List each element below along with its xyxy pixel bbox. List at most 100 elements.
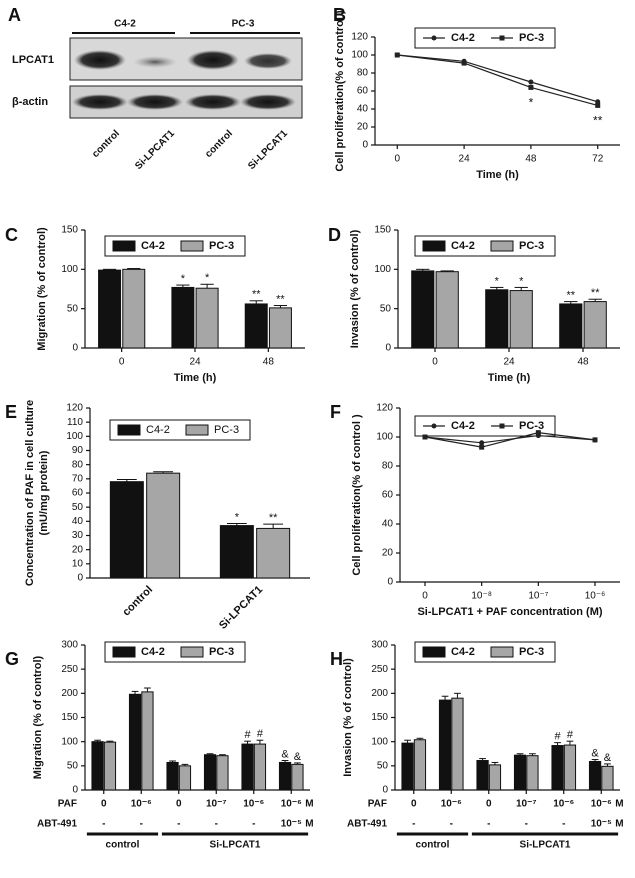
y-tick-label: 0 (382, 785, 388, 796)
unit: M (305, 819, 313, 830)
y-tick-label: 120 (376, 403, 393, 414)
second-row-label: - (450, 819, 453, 830)
bar (601, 765, 614, 791)
bar (103, 741, 117, 791)
panel-letter: C (5, 225, 18, 245)
annotation: * (495, 275, 500, 287)
y-tick-label: 250 (371, 664, 388, 675)
x-axis-title: Si-LPCAT1 + PAF concentration (M) (417, 606, 602, 618)
annotation: & (294, 751, 302, 763)
x-axis-title: Time (h) (488, 372, 531, 384)
bar (171, 286, 195, 349)
x-tick-label: 10⁻⁶ (591, 799, 612, 810)
panel-letter: F (330, 402, 341, 422)
unit: M (305, 799, 313, 810)
legend-label: PC-3 (519, 420, 544, 432)
row-label: PAF (368, 799, 387, 810)
y-axis-title: Concentration of PAF in cell culture (24, 400, 36, 586)
y-tick-label: 250 (61, 664, 78, 675)
y-tick-label: 0 (72, 343, 78, 354)
legend-marker (499, 35, 505, 41)
lane-label: control (203, 128, 235, 160)
annotation: * (519, 275, 524, 287)
y-tick-label: 50 (67, 303, 79, 314)
bar (216, 755, 229, 791)
y-tick-label: 80 (382, 461, 394, 472)
annotation: # (555, 731, 562, 743)
y-tick-label: 20 (357, 122, 369, 133)
panel-letter: H (330, 649, 343, 669)
x-tick-label: 0 (394, 154, 400, 165)
y-axis-title: Invasion (% of control) (342, 658, 354, 777)
bar (526, 755, 539, 791)
annotation: ** (593, 114, 603, 128)
bar (122, 268, 146, 349)
band (187, 50, 239, 70)
group-label: C4-2 (114, 19, 136, 30)
annotation: ** (252, 289, 261, 301)
row-label: PAF (58, 799, 77, 810)
y-tick-label: 100 (61, 264, 78, 275)
bar (195, 287, 219, 349)
y-tick-label: 20 (382, 548, 394, 559)
x-tick-label: 10⁻⁶ (585, 591, 606, 602)
band (72, 94, 128, 110)
y-axis-title: Migration (% of control) (32, 655, 44, 779)
y-tick-label: 40 (382, 519, 394, 530)
bar (411, 270, 435, 349)
second-row-label: - (140, 819, 143, 830)
bar (401, 742, 414, 791)
x-tick-label: 24 (189, 357, 201, 368)
unit: M (615, 819, 623, 830)
annotation: ** (591, 287, 600, 299)
annotation: & (604, 752, 612, 764)
x-tick-label: 0 (422, 591, 428, 602)
x-tick-label: 10⁻⁷ (516, 799, 537, 810)
annotation: & (281, 748, 289, 760)
row-label: ABT-491 (37, 819, 77, 830)
bar (241, 743, 254, 791)
y-tick-label: 0 (385, 343, 391, 354)
legend-label: PC-3 (209, 646, 234, 658)
y-tick-label: 40 (72, 516, 84, 527)
bar (141, 691, 154, 791)
bar (488, 764, 502, 791)
bar (109, 481, 144, 579)
bar (509, 290, 533, 349)
y-tick-label: 100 (371, 736, 388, 747)
x-tick-label: Si-LPCAT1 (217, 584, 265, 632)
legend-label: C4-2 (451, 420, 475, 432)
legend-label: C4-2 (141, 240, 165, 252)
legend-swatch (490, 240, 514, 252)
legend-box (414, 641, 556, 663)
point (479, 444, 485, 450)
unit: M (615, 799, 623, 810)
y-axis-title: Cell proliferation(% of control ) (351, 414, 363, 576)
y-tick-label: 90 (72, 445, 84, 456)
legend-marker (431, 35, 437, 41)
bar (451, 697, 464, 791)
band (240, 94, 296, 110)
x-tick-label: 48 (525, 154, 537, 165)
bar (435, 271, 459, 349)
annotation: # (245, 729, 252, 741)
group-label: control (106, 840, 140, 851)
x-tick-label: 24 (503, 357, 515, 368)
bar (476, 760, 489, 791)
y-tick-label: 100 (376, 432, 393, 443)
bar (203, 754, 217, 791)
legend-marker (499, 423, 505, 429)
x-tick-label: 48 (263, 357, 275, 368)
x-tick-label: 24 (459, 154, 471, 165)
band (185, 94, 241, 110)
bar (146, 472, 181, 579)
y-axis-title: Invasion (% of control) (349, 229, 361, 348)
legend-box (414, 235, 556, 257)
annotation: # (567, 729, 574, 741)
bar (291, 763, 304, 791)
second-row-label: - (487, 819, 490, 830)
x-tick-label: 10⁻⁶ (281, 799, 302, 810)
legend-label: C4-2 (451, 240, 475, 252)
point (595, 102, 601, 108)
